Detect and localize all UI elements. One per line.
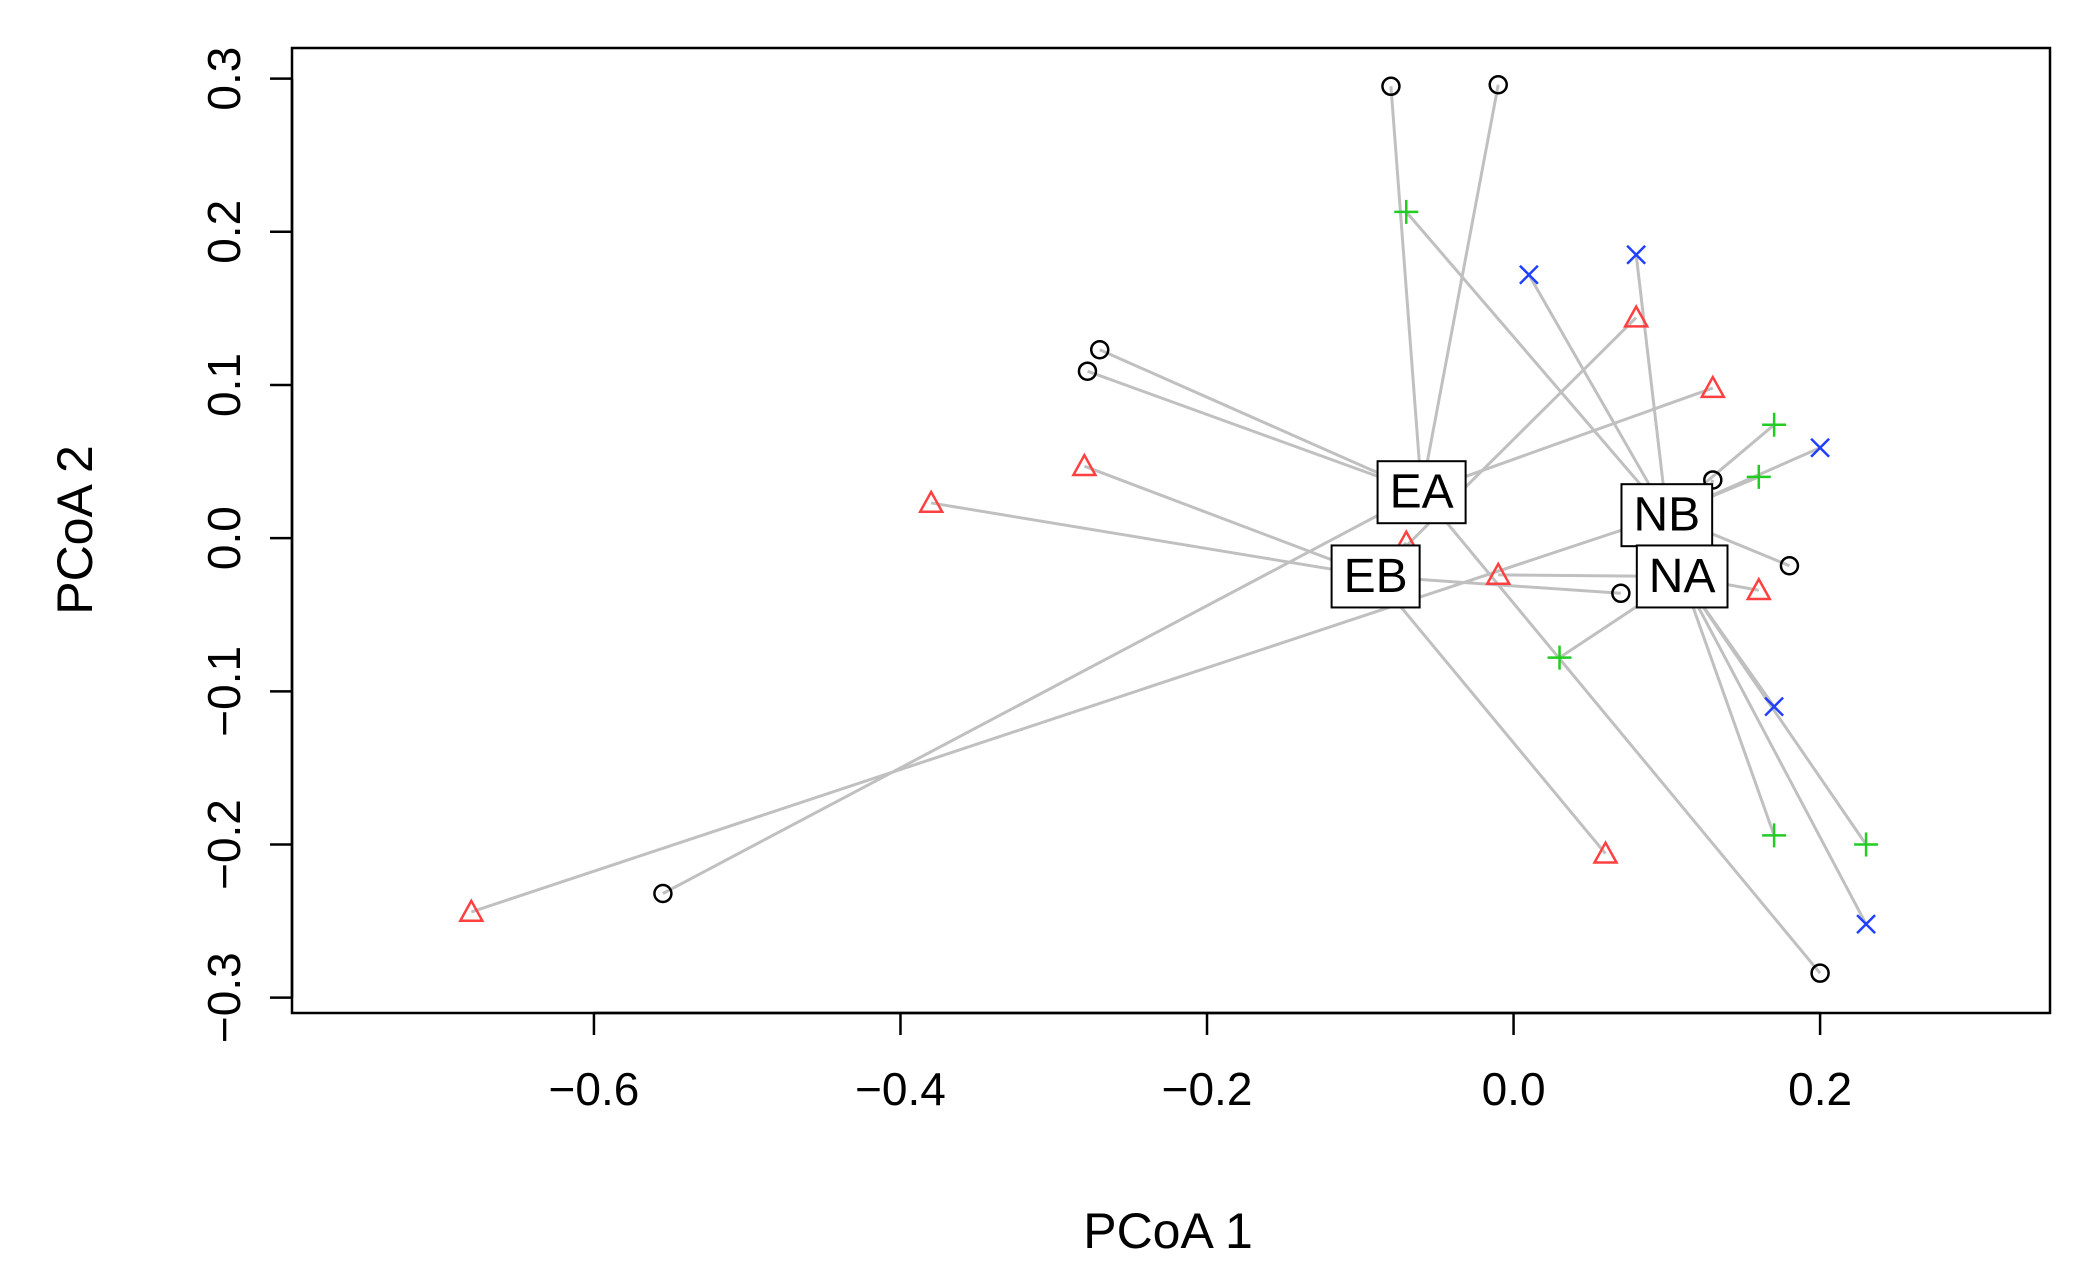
plus-point bbox=[1547, 645, 1572, 670]
connector-line bbox=[1083, 464, 1377, 578]
centroid-box bbox=[1330, 544, 1421, 609]
data-points bbox=[458, 75, 1879, 983]
connector-line bbox=[1420, 491, 1822, 975]
plus-point bbox=[1394, 199, 1419, 224]
circle-point bbox=[1077, 361, 1098, 381]
y-tick-label: 0.3 bbox=[198, 47, 250, 111]
triangle-point bbox=[458, 898, 485, 922]
connector-line bbox=[1420, 84, 1500, 493]
connector-line bbox=[470, 513, 1668, 914]
plus-point bbox=[1746, 464, 1771, 489]
circle-point bbox=[653, 883, 673, 904]
centroid-eb: EB bbox=[1330, 544, 1421, 609]
plus-point bbox=[1762, 412, 1787, 437]
x-tick-label: −0.6 bbox=[549, 1063, 640, 1115]
connector-line bbox=[930, 501, 1376, 578]
circle-point bbox=[1611, 583, 1631, 604]
centroid-label: EB bbox=[1344, 550, 1408, 603]
x-tick-label: −0.4 bbox=[855, 1063, 946, 1115]
y-tick-label: −0.2 bbox=[198, 799, 250, 890]
y-tick-label: −0.3 bbox=[198, 952, 250, 1043]
circle-point bbox=[1488, 75, 1508, 95]
connector-line bbox=[1680, 575, 1776, 836]
connector-line bbox=[1389, 86, 1424, 493]
centroid-label: NA bbox=[1649, 550, 1716, 603]
y-axis-title: PCoA 2 bbox=[47, 445, 103, 615]
centroid-label: NB bbox=[1633, 489, 1700, 542]
x-tick-label: 0.2 bbox=[1788, 1063, 1852, 1115]
triangle-point bbox=[1592, 840, 1619, 864]
connector-line bbox=[1634, 254, 1669, 516]
cross-point bbox=[1764, 696, 1785, 717]
cross-point bbox=[1810, 437, 1830, 458]
connector-line bbox=[662, 490, 1423, 895]
centroid-na: NA bbox=[1635, 544, 1729, 609]
y-tick-label: 0.0 bbox=[198, 506, 250, 570]
cross-point bbox=[1856, 914, 1876, 935]
triangle-point bbox=[1623, 304, 1650, 328]
centroid-box bbox=[1620, 483, 1714, 548]
connector-line bbox=[1405, 210, 1668, 517]
connector-line bbox=[1527, 273, 1669, 516]
centroid-labels: EA EB NB NA bbox=[1330, 460, 1729, 609]
connector-line bbox=[1374, 316, 1638, 578]
connector-line bbox=[1099, 348, 1423, 494]
centroid-label: EA bbox=[1390, 466, 1454, 519]
x-axis-title: PCoA 1 bbox=[1083, 1203, 1253, 1259]
circle-point bbox=[1089, 340, 1110, 360]
triangle-point bbox=[918, 489, 945, 513]
y-tick-label: −0.1 bbox=[198, 646, 250, 737]
x-tick-label: 0.0 bbox=[1482, 1063, 1546, 1115]
y-tick-label: 0.2 bbox=[198, 200, 250, 264]
plot-frame bbox=[290, 46, 2052, 1015]
connector-line bbox=[1374, 575, 1607, 855]
circle-point bbox=[1810, 963, 1830, 983]
y-tick-label: 0.1 bbox=[198, 353, 250, 417]
centroid-box bbox=[1376, 460, 1467, 525]
connector-line bbox=[1421, 386, 1714, 494]
cross-point bbox=[1626, 244, 1647, 265]
triangle-point bbox=[1745, 576, 1772, 601]
plus-point bbox=[1854, 832, 1879, 857]
circle-point bbox=[1779, 555, 1800, 576]
y-axis: −0.3 −0.2 −0.1 0.0 0.1 0.2 0.3 bbox=[198, 47, 294, 1043]
centroid-nb: NB bbox=[1620, 483, 1714, 548]
centroid-box bbox=[1635, 544, 1729, 609]
x-axis: −0.6 −0.4 −0.2 0.0 0.2 bbox=[549, 1011, 1852, 1115]
plus-point bbox=[1762, 823, 1787, 848]
x-tick-label: −0.2 bbox=[1162, 1063, 1253, 1115]
triangle-point bbox=[1485, 561, 1512, 585]
triangle-point bbox=[1071, 452, 1098, 477]
triangle-point bbox=[1699, 374, 1726, 399]
cross-point bbox=[1518, 264, 1539, 285]
connector-line bbox=[1086, 369, 1423, 494]
circle-point bbox=[1381, 76, 1401, 97]
connector-line bbox=[1680, 575, 1868, 925]
centroid-ea: EA bbox=[1376, 460, 1467, 525]
